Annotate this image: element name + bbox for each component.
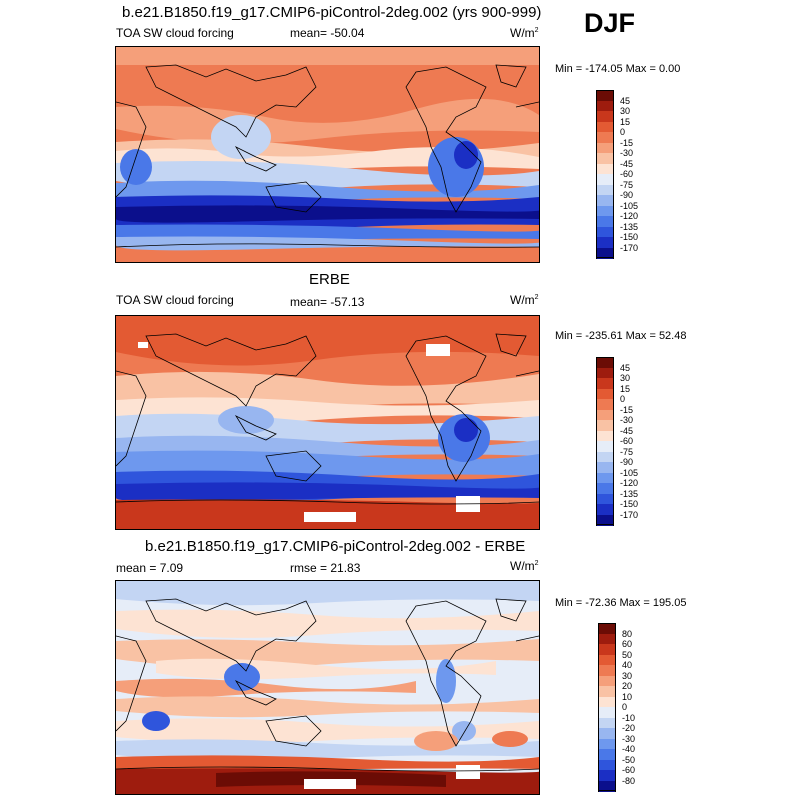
colorbar-tick-label: -75 <box>620 179 634 190</box>
colorbar-tick-label: -30 <box>620 415 634 425</box>
colorbar-frame <box>596 90 614 258</box>
colorbar-tick-label: 40 <box>622 660 633 670</box>
colorbar-tick-label: -10 <box>622 712 636 723</box>
colorbar-tick-label: -15 <box>620 404 634 415</box>
colorbar-tick-label: -150 <box>620 232 639 242</box>
min-max-label: Min = -72.36 Max = 195.05 <box>555 597 687 609</box>
variable-label: TOA SW cloud forcing <box>116 26 234 40</box>
colorbar-tick-label: 30 <box>620 373 631 383</box>
units-label: W/m2 <box>510 559 539 573</box>
units-label: W/m2 <box>510 26 539 40</box>
colorbar-tick-label: 0 <box>620 127 626 137</box>
colorbar-tick-label: 0 <box>620 394 626 404</box>
colorbar-tick-label: 0 <box>622 702 628 712</box>
panel-title: ERBE <box>309 271 350 288</box>
colorbar-tick-label: -40 <box>622 744 636 754</box>
colorbar-tick-label: 45 <box>620 95 631 106</box>
contour-map <box>116 581 539 794</box>
colorbar-tick-label: -135 <box>620 488 639 499</box>
colorbar-frame <box>596 357 614 525</box>
panel-title: b.e21.B1850.f19_g17.CMIP6-piControl-2deg… <box>145 538 526 555</box>
colorbar-tick-label: -170 <box>620 242 639 253</box>
colorbar-tick-label: -80 <box>622 775 636 786</box>
map-plot <box>115 580 540 795</box>
colorbar: 45 30 15 0 -15 -30 -45 -60 -75 -90 -105 -120 -135 -15… <box>596 357 656 526</box>
colorbar: 45 30 15 0 -15 -30 -45 -60 -75 -90 -105 -120 -135 -15… <box>596 90 656 259</box>
colorbar-tick-label: 20 <box>622 681 633 691</box>
colorbar-tick-label: 15 <box>620 116 631 127</box>
colorbar-tick-label: 10 <box>622 691 633 702</box>
season-label: DJF <box>584 8 636 38</box>
min-max-label: Min = -235.61 Max = 52.48 <box>555 330 687 342</box>
colorbar-tick-label: -60 <box>622 765 636 775</box>
colorbar-tick-label: 80 <box>622 628 633 639</box>
colorbar-tick-label: -60 <box>620 169 634 179</box>
rmse-label: rmse = 21.83 <box>290 561 361 575</box>
colorbar-tick-label: 60 <box>622 639 633 649</box>
colorbar-tick-label: 30 <box>622 670 633 681</box>
mean-label: mean= -57.13 <box>290 295 365 309</box>
units-label: W/m2 <box>510 293 539 307</box>
colorbar-tick-label: -75 <box>620 446 634 457</box>
mean-label: mean = 7.09 <box>116 561 184 575</box>
colorbar-tick-label: -20 <box>622 723 636 733</box>
map-plot <box>115 46 540 263</box>
colorbar-tick-label: 30 <box>620 106 631 116</box>
colorbar-tick-label: 50 <box>622 649 633 660</box>
colorbar-tick-label: -90 <box>620 457 634 467</box>
colorbar-tick-label: 45 <box>620 362 631 373</box>
colorbar-tick-label: -15 <box>620 137 634 148</box>
colorbar-tick-label: -30 <box>622 733 636 744</box>
panel-title: b.e21.B1850.f19_g17.CMIP6-piControl-2deg… <box>122 4 542 21</box>
contour-map <box>116 47 539 262</box>
colorbar-frame <box>598 623 616 791</box>
colorbar-tick-label: -45 <box>620 425 634 436</box>
colorbar-tick-label: -135 <box>620 221 639 232</box>
colorbar-tick-label: -150 <box>620 499 639 509</box>
colorbar: 80 60 50 40 30 20 10 0 -10 -20 -30 -40 -50 -60 -80 <box>598 623 658 792</box>
colorbar-tick-label: -90 <box>620 190 634 200</box>
contour-map <box>116 316 539 529</box>
variable-label: TOA SW cloud forcing <box>116 293 234 307</box>
map-plot <box>115 315 540 530</box>
colorbar-tick-label: -50 <box>622 754 636 765</box>
colorbar-tick-label: 15 <box>620 383 631 394</box>
mean-label: mean= -50.04 <box>290 26 365 40</box>
colorbar-tick-label: -45 <box>620 158 634 169</box>
colorbar-tick-label: -105 <box>620 200 639 211</box>
colorbar-tick-label: -170 <box>620 509 639 520</box>
min-max-label: Min = -174.05 Max = 0.00 <box>555 63 681 75</box>
colorbar-tick-label: -105 <box>620 467 639 478</box>
colorbar-tick-label: -30 <box>620 148 634 158</box>
colorbar-tick-label: -120 <box>620 211 639 221</box>
colorbar-tick-label: -60 <box>620 436 634 446</box>
colorbar-tick-label: -120 <box>620 478 639 488</box>
